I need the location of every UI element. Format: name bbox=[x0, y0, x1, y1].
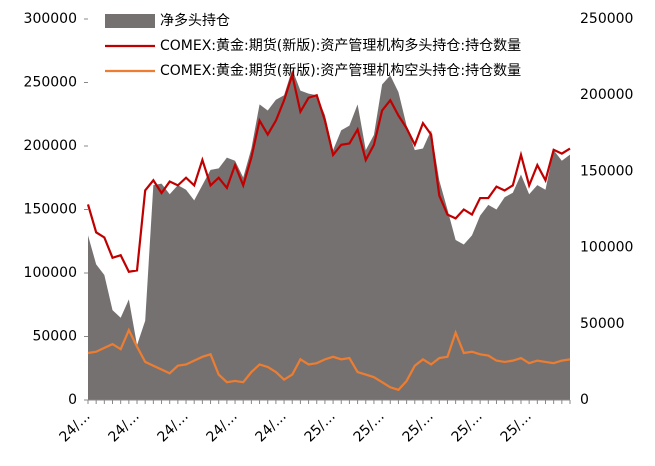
legend-swatch bbox=[105, 14, 155, 28]
y-tick-label: 200000 bbox=[24, 138, 77, 154]
x-tick-label: 24/… bbox=[106, 408, 143, 445]
y-tick-label: 50000 bbox=[32, 329, 77, 345]
legend-label: COMEX:黄金:期货(新版):资产管理机构多头持仓:持仓数量 bbox=[160, 37, 521, 54]
y2-tick-label: 0 bbox=[580, 392, 589, 408]
x-tick-label: 24/… bbox=[253, 408, 290, 445]
y-tick-label: 100000 bbox=[24, 265, 77, 281]
x-tick-label: 24/… bbox=[57, 408, 94, 445]
x-tick-label: 25/… bbox=[351, 408, 388, 445]
legend-label: 净多头持仓 bbox=[160, 12, 230, 29]
y-tick-label: 250000 bbox=[24, 75, 77, 91]
y2-tick-label: 100000 bbox=[580, 240, 633, 256]
legend-label: COMEX:黄金:期货(新版):资产管理机构空头持仓:持仓数量 bbox=[160, 62, 521, 79]
y-tick-label: 300000 bbox=[24, 11, 77, 27]
line bbox=[86, 70, 571, 273]
y2-tick-label: 50000 bbox=[580, 316, 625, 332]
x-tick-label: 25/… bbox=[302, 408, 339, 445]
x-tick-label: 25/… bbox=[400, 408, 437, 445]
y2-tick-label: 250000 bbox=[580, 11, 633, 27]
y-tick-label: 150000 bbox=[24, 202, 77, 218]
x-tick-label: 24/… bbox=[204, 408, 241, 445]
y2-tick-label: 200000 bbox=[580, 87, 633, 103]
line bbox=[87, 327, 571, 392]
area bbox=[88, 69, 570, 401]
x-tick-label: 25/… bbox=[449, 408, 486, 445]
x-tick-label: 24/… bbox=[155, 408, 192, 445]
y-tick-label: 0 bbox=[68, 392, 77, 408]
y2-tick-label: 150000 bbox=[580, 163, 633, 179]
x-tick-label: 25/… bbox=[498, 408, 535, 445]
